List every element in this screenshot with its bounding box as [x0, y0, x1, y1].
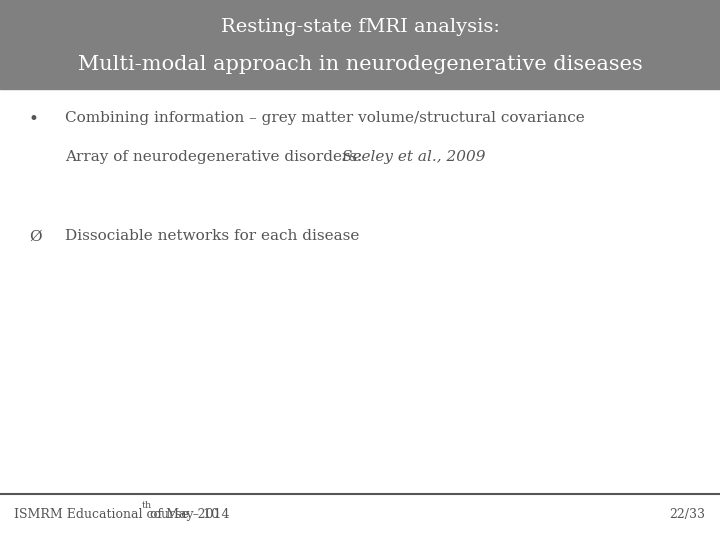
Text: Multi-modal approach in neurodegenerative diseases: Multi-modal approach in neurodegenerativ… [78, 55, 642, 73]
Bar [0, 0, 720, 89]
Text: Resting-state fMRI analysis:: Resting-state fMRI analysis: [220, 18, 500, 36]
Text: Array of neurodegenerative disorders:: Array of neurodegenerative disorders: [65, 150, 367, 164]
Text: •: • [29, 111, 39, 127]
Text: Ø: Ø [29, 230, 42, 244]
Text: Combining information – grey matter volume/structural covariance: Combining information – grey matter volu… [65, 111, 585, 125]
Text: 22/33: 22/33 [670, 508, 706, 521]
Text: th: th [142, 501, 152, 510]
Text: Dissociable networks for each disease: Dissociable networks for each disease [65, 230, 359, 244]
Text: Seeley et al., 2009: Seeley et al., 2009 [342, 150, 485, 164]
Text: of May 2014: of May 2014 [150, 508, 229, 521]
Text: ISMRM Educational course – 10: ISMRM Educational course – 10 [14, 508, 220, 521]
